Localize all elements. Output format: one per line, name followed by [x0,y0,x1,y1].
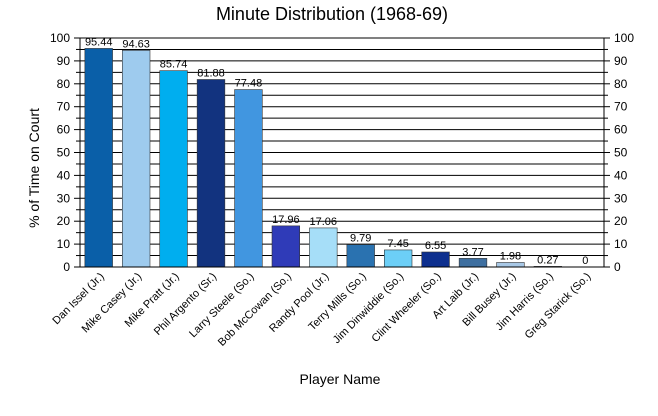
bar [346,244,375,268]
data-label: 81.88 [197,67,225,79]
x-tick-label: Clint Wheeler (So.) [370,271,444,345]
y-tick-label-right: 100 [614,31,634,45]
data-label: 3.77 [462,246,483,258]
y-tick-label-right: 50 [614,146,628,160]
data-label: 77.48 [235,78,263,90]
y-tick-label-left: 30 [57,191,71,205]
bar [121,49,151,268]
data-label: 94.63 [122,38,150,50]
y-tick-label-right: 0 [614,260,621,274]
bar [271,225,301,268]
bar [159,70,188,268]
data-label: 0.27 [537,254,558,266]
gridlines [80,37,604,268]
bar [309,227,338,268]
data-label: 6.55 [425,240,446,252]
x-tick-label: Jim Dinwiddie (So.) [331,271,406,346]
y-tick-label-left: 60 [57,123,71,137]
data-label: 85.74 [160,59,188,71]
y-tick-label-left: 10 [57,237,71,251]
y-axis-title: % of Time on Court [26,108,42,228]
data-label: 17.96 [272,214,300,226]
data-label: 1.98 [500,250,521,262]
chart-title: Minute Distribution (1968-69) [216,4,448,24]
data-label: 95.44 [85,36,113,48]
bar [458,258,488,268]
y-tick-label-left: 0 [63,260,70,274]
y-tick-label-right: 80 [614,77,628,91]
x-axis-title: Player Name [300,371,381,387]
bar [496,262,525,268]
y-tick-label-right: 30 [614,191,628,205]
y-tick-label-right: 70 [614,100,628,114]
x-tick-label: Greg Starick (So.) [523,271,594,342]
y-tick-label-left: 50 [57,146,71,160]
y-tick-label-left: 20 [57,214,71,228]
data-label: 0 [582,255,588,267]
x-tick-label: Bob McCowan (So.) [216,271,294,349]
y-tick-label-left: 90 [57,54,71,68]
x-tick-label: Larry Steele (So.) [187,271,256,340]
y-tick-label-right: 60 [614,123,628,137]
bars [84,48,563,268]
bar [196,79,226,268]
data-label: 9.79 [350,233,371,245]
axes [74,37,610,268]
bar [84,48,113,268]
y-tick-label-right: 40 [614,168,628,182]
y-tick-label-left: 40 [57,168,71,182]
y-tick-label-left: 80 [57,77,71,91]
data-label: 7.45 [387,238,408,250]
bar [234,89,263,268]
y-tick-label-right: 20 [614,214,628,228]
bar [421,251,450,268]
y-tick-label-right: 10 [614,237,628,251]
y-tick-label-right: 90 [614,54,628,68]
bar [383,249,413,268]
data-label: 17.06 [310,216,338,228]
y-tick-label-left: 70 [57,100,71,114]
y-tick-label-left: 100 [50,31,70,45]
